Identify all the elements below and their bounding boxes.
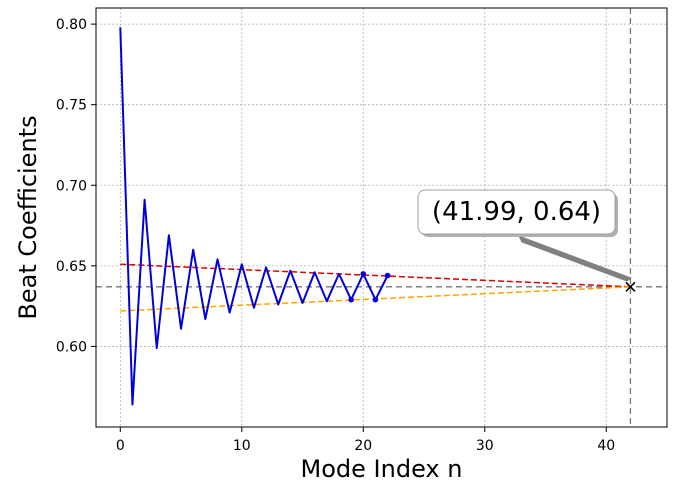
ticks: 0 10 20 30 40 0.60 0.65 0.70 0.75 0.80: [56, 17, 615, 454]
x-tick-label: 0: [116, 438, 125, 454]
x-axis-label: Mode Index n: [301, 455, 463, 483]
x-tick-label: 40: [597, 438, 615, 454]
y-tick-label: 0.60: [56, 339, 87, 355]
series: [119, 27, 389, 406]
annotation-box: [417, 189, 616, 235]
limit-point-marker: [625, 281, 636, 292]
annotation: (41.99, 0.64): [417, 189, 633, 282]
y-tick-label: 0.70: [56, 178, 87, 194]
plot-frame: [95, 7, 668, 428]
highlight-marker: [372, 296, 379, 303]
trend-line: [120, 263, 631, 288]
highlight-marker: [384, 272, 391, 279]
markers: [348, 271, 636, 303]
highlight-marker: [360, 271, 367, 277]
y-axis-label: Beat Coefficients: [14, 115, 42, 319]
x-tick-label: 10: [233, 438, 251, 454]
x-tick-label: 30: [476, 438, 494, 454]
x-tick-label: 20: [354, 438, 372, 454]
annotation-arrow: [517, 235, 633, 282]
y-tick-label: 0.75: [56, 98, 87, 114]
y-tick-label: 0.80: [56, 17, 87, 33]
y-tick-label: 0.65: [56, 259, 87, 275]
series-line: [119, 27, 389, 406]
highlight-marker: [348, 296, 354, 303]
annotation-text: (41.99, 0.64): [432, 197, 601, 227]
